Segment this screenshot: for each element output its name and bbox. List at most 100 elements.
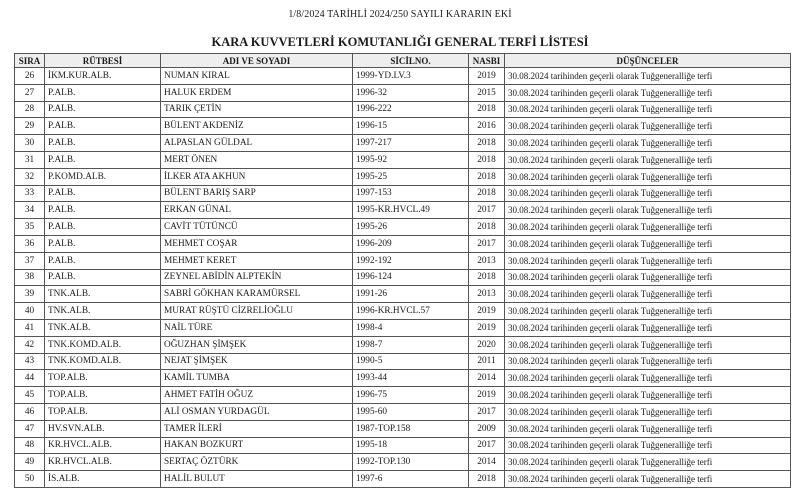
rutbe-cell: P.ALB. bbox=[44, 134, 161, 152]
rutbe-cell: P.ALB. bbox=[44, 83, 161, 102]
sicil-cell: 1996-15 bbox=[352, 117, 469, 136]
nasbi-cell: 2009 bbox=[468, 419, 505, 438]
name-cell: TARIK ÇETİN bbox=[160, 100, 353, 119]
name-cell: NUMAN KIRAL bbox=[160, 67, 353, 85]
sicil-cell: 1998-4 bbox=[352, 318, 469, 337]
remarks-cell: 30.08.2024 tarihinden geçerli olarak Tuğ… bbox=[504, 83, 791, 102]
nasbi-cell: 2016 bbox=[468, 117, 505, 136]
nasbi-cell: 2019 bbox=[468, 302, 505, 320]
nasbi-cell: 2020 bbox=[468, 335, 505, 354]
table-row: 41 TNK.ALB. NAİL TÜRE 1998-4 2019 30.08.2024 … bbox=[14, 318, 791, 337]
remarks-cell: 30.08.2024 tarihinden geçerli olarak Tuğ… bbox=[504, 201, 791, 220]
name-cell: OĞUZHAN ŞİMŞEK bbox=[160, 335, 353, 354]
table-row: 45 TOP.ALB. AHMET FATİH OĞUZ 1996-75 2019 30.… bbox=[14, 386, 791, 404]
rutbe-cell: P.ALB. bbox=[44, 251, 161, 270]
sicil-cell: 1998-7 bbox=[352, 335, 469, 354]
name-cell: HAKAN BOZKURT bbox=[160, 436, 353, 455]
sicil-cell: 1996-124 bbox=[352, 268, 469, 287]
rutbe-cell: P.ALB. bbox=[44, 184, 161, 203]
table-row: 29 P.ALB. BÜLENT AKDENİZ 1996-15 2016 30.08.2… bbox=[14, 117, 791, 136]
rutbe-cell: TOP.ALB. bbox=[44, 402, 161, 421]
nasbi-cell: 2017 bbox=[468, 201, 505, 220]
nasbi-cell: 2017 bbox=[468, 402, 505, 421]
remarks-cell: 30.08.2024 tarihinden geçerli olarak Tuğ… bbox=[504, 234, 791, 253]
table-row: 38 P.ALB. ZEYNEL ABİDİN ALPTEKİN 1996-124 20… bbox=[14, 268, 791, 287]
sicil-cell: 1995-25 bbox=[352, 167, 469, 186]
nasbi-cell: 2018 bbox=[468, 184, 505, 203]
nasbi-cell: 2014 bbox=[468, 369, 505, 388]
remarks-cell: 30.08.2024 tarihinden geçerli olarak Tuğ… bbox=[504, 436, 791, 455]
sira-cell: 38 bbox=[14, 268, 45, 287]
sira-cell: 30 bbox=[14, 134, 45, 152]
nasbi-cell: 2013 bbox=[468, 251, 505, 270]
remarks-cell: 30.08.2024 tarihinden geçerli olarak Tuğ… bbox=[504, 352, 791, 371]
nasbi-cell: 2018 bbox=[468, 268, 505, 287]
col-header-rutbesi: RÜTBESİ bbox=[44, 53, 161, 68]
nasbi-cell: 2017 bbox=[468, 234, 505, 253]
nasbi-cell: 2019 bbox=[468, 318, 505, 337]
table-row: 46 TOP.ALB. ALİ OSMAN YURDAGÜL 1995-60 2017 3… bbox=[14, 402, 791, 421]
name-cell: ZEYNEL ABİDİN ALPTEKİN bbox=[160, 268, 353, 287]
sicil-cell: 1996-222 bbox=[352, 100, 469, 119]
table-row: 36 P.ALB. MEHMET COŞAR 1996-209 2017 30.08.20… bbox=[14, 234, 791, 253]
sicil-cell: 1992-192 bbox=[352, 251, 469, 270]
sicil-cell: 1990-5 bbox=[352, 352, 469, 371]
sira-cell: 39 bbox=[14, 285, 45, 304]
name-cell: HALUK ERDEM bbox=[160, 83, 353, 102]
table-header-row: SIRA RÜTBESİ ADI VE SOYADI SİCİLNO. NASB… bbox=[14, 53, 791, 68]
name-cell: MEHMET KERET bbox=[160, 251, 353, 270]
name-cell: MURAT RÜŞTÜ CİZRELİOĞLU bbox=[160, 302, 353, 320]
table-row: 31 P.ALB. MERT ÖNEN 1995-92 2018 30.08.2024 t… bbox=[14, 150, 791, 169]
sira-cell: 50 bbox=[14, 470, 45, 488]
remarks-cell: 30.08.2024 tarihinden geçerli olarak Tuğ… bbox=[504, 386, 791, 404]
remarks-cell: 30.08.2024 tarihinden geçerli olarak Tuğ… bbox=[504, 453, 791, 472]
remarks-cell: 30.08.2024 tarihinden geçerli olarak Tuğ… bbox=[504, 369, 791, 388]
table-row: 32 P.KOMD.ALB. İLKER ATA AKHUN 1995-25 2018 3… bbox=[14, 167, 791, 186]
nasbi-cell: 2018 bbox=[468, 134, 505, 152]
nasbi-cell: 2018 bbox=[468, 470, 505, 488]
rutbe-cell: P.ALB. bbox=[44, 100, 161, 119]
sira-cell: 34 bbox=[14, 201, 45, 220]
remarks-cell: 30.08.2024 tarihinden geçerli olarak Tuğ… bbox=[504, 218, 791, 236]
name-cell: HALİL BULUT bbox=[160, 470, 353, 488]
sicil-cell: 1996-KR.HVCL.57 bbox=[352, 302, 469, 320]
sira-cell: 45 bbox=[14, 386, 45, 404]
rutbe-cell: P.ALB. bbox=[44, 201, 161, 220]
col-header-nasbi: NASBI bbox=[468, 53, 505, 68]
sira-cell: 37 bbox=[14, 251, 45, 270]
rutbe-cell: İS.ALB. bbox=[44, 470, 161, 488]
sira-cell: 47 bbox=[14, 419, 45, 438]
remarks-cell: 30.08.2024 tarihinden geçerli olarak Tuğ… bbox=[504, 419, 791, 438]
rutbe-cell: İKM.KUR.ALB. bbox=[44, 67, 161, 85]
sira-cell: 29 bbox=[14, 117, 45, 136]
nasbi-cell: 2013 bbox=[468, 285, 505, 304]
name-cell: SABRİ GÖKHAN KARAMÜRSEL bbox=[160, 285, 353, 304]
document-title: KARA KUVVETLERİ KOMUTANLIĞI GENERAL TERF… bbox=[211, 35, 589, 49]
nasbi-cell: 2011 bbox=[468, 352, 505, 371]
sira-cell: 40 bbox=[14, 302, 45, 320]
table-row: 43 TNK.KOMD.ALB. NEJAT ŞİMŞEK 1990-5 2011 30.… bbox=[14, 352, 791, 371]
sira-cell: 49 bbox=[14, 453, 45, 472]
table-row: 50 İS.ALB. HALİL BULUT 1997-6 2018 30.08.2024… bbox=[14, 470, 791, 488]
remarks-cell: 30.08.2024 tarihinden geçerli olarak Tuğ… bbox=[504, 470, 791, 488]
remarks-cell: 30.08.2024 tarihinden geçerli olarak Tuğ… bbox=[504, 150, 791, 169]
sicil-cell: 1995-60 bbox=[352, 402, 469, 421]
sira-cell: 43 bbox=[14, 352, 45, 371]
nasbi-cell: 2015 bbox=[468, 83, 505, 102]
sicil-cell: 1997-6 bbox=[352, 470, 469, 488]
sira-cell: 42 bbox=[14, 335, 45, 354]
rutbe-cell: TNK.KOMD.ALB. bbox=[44, 335, 161, 354]
name-cell: TAMER İLERİ bbox=[160, 419, 353, 438]
sira-cell: 36 bbox=[14, 234, 45, 253]
name-cell: KAMİL TUMBA bbox=[160, 369, 353, 388]
sicil-cell: 1995-KR.HVCL.49 bbox=[352, 201, 469, 220]
sicil-cell: 1996-32 bbox=[352, 83, 469, 102]
sira-cell: 46 bbox=[14, 402, 45, 421]
sicil-cell: 1999-YD.LV.3 bbox=[352, 67, 469, 85]
remarks-cell: 30.08.2024 tarihinden geçerli olarak Tuğ… bbox=[504, 318, 791, 337]
rutbe-cell: TOP.ALB. bbox=[44, 369, 161, 388]
rutbe-cell: P.ALB. bbox=[44, 117, 161, 136]
sira-cell: 33 bbox=[14, 184, 45, 203]
rutbe-cell: P.KOMD.ALB. bbox=[44, 167, 161, 186]
table-row: 35 P.ALB. CAVİT TÜTÜNCÜ 1995-26 2018 30.08.20… bbox=[14, 218, 791, 236]
